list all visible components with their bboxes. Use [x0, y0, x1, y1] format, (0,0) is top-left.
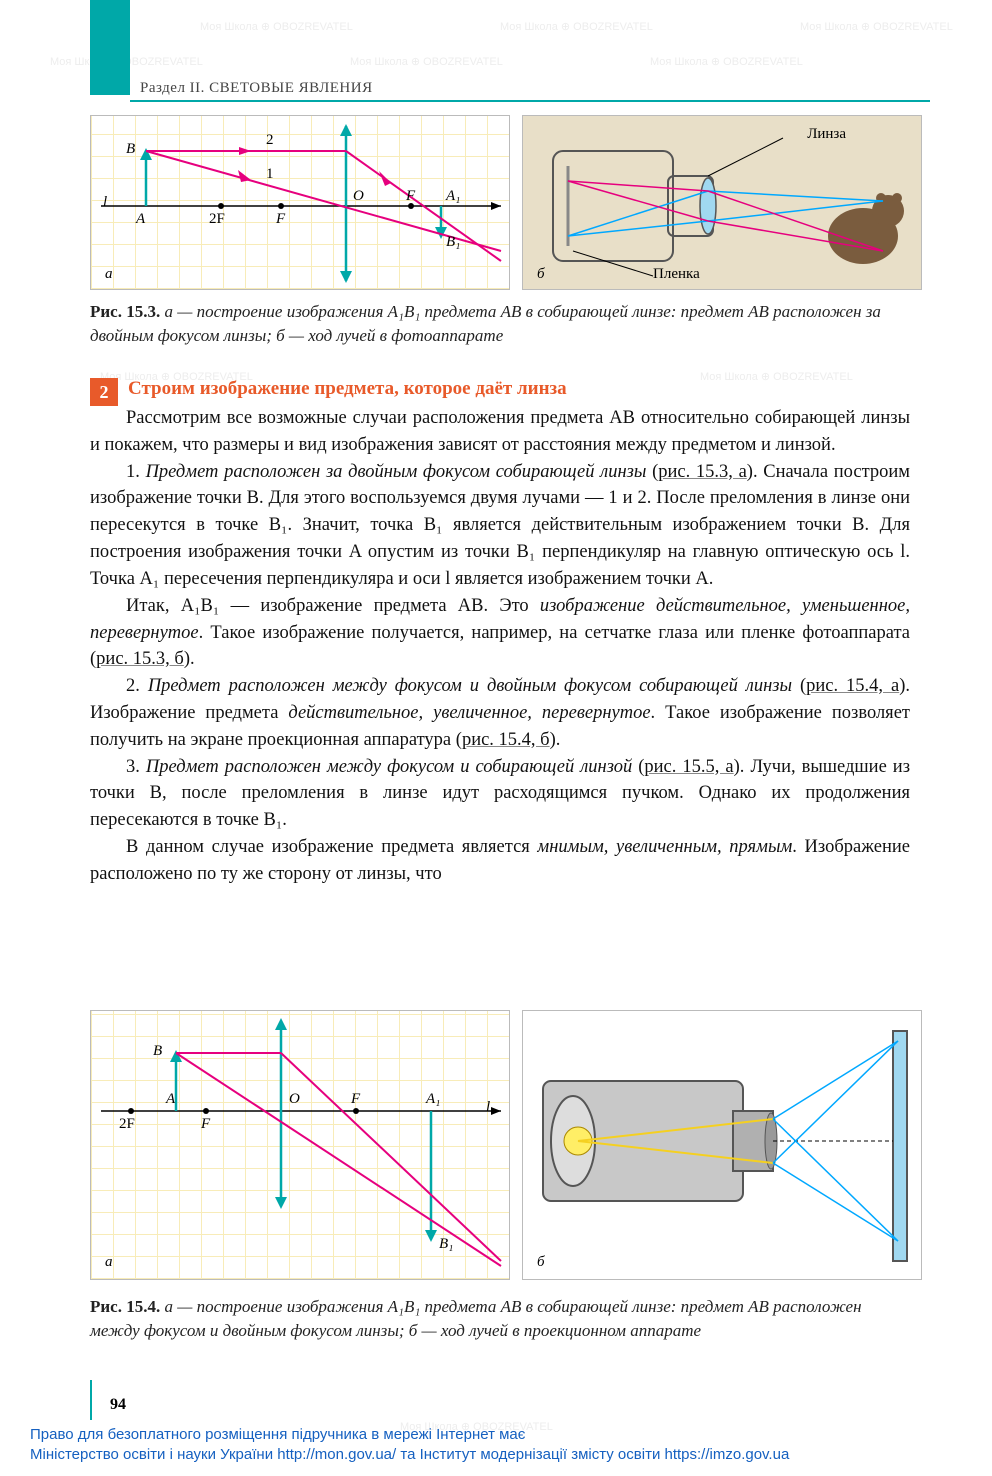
watermark: Моя Школа ⊕ OBOZREVATEL: [350, 55, 503, 68]
fig-15-4-caption: Рис. 15.4. а — построение изображения A₁…: [90, 1295, 910, 1343]
para-result3: В данном случае изображение предмета явл…: [90, 834, 910, 888]
caption-bold: Рис. 15.3.: [90, 302, 160, 321]
body-text: Рассмотрим все возможные случаи располож…: [90, 405, 910, 888]
label-O: O: [289, 1091, 300, 1108]
label-B: B: [126, 141, 135, 158]
label-2F: 2F: [209, 211, 225, 228]
label-a: а: [105, 1254, 113, 1271]
section-title: Строим изображение предмета, которое даё…: [128, 378, 567, 400]
para-case1: 1. Предмет расположен за двойным фокусом…: [90, 459, 910, 593]
footer-line1: Право для безоплатного розміщення підруч…: [30, 1425, 789, 1445]
label-B: B: [153, 1043, 162, 1060]
label-O: O: [353, 188, 364, 205]
label-F: F: [201, 1116, 210, 1133]
watermark: Моя Школа ⊕ OBOZREVATEL: [500, 20, 653, 33]
label-l: l: [486, 1099, 490, 1116]
para-intro: Рассмотрим все возможные случаи располож…: [90, 405, 910, 459]
projector-diagram: [523, 1011, 923, 1281]
camera-diagram: [523, 116, 923, 291]
para-case2: 2. Предмет расположен между фокусом и дв…: [90, 673, 910, 753]
label-l: l: [103, 194, 107, 211]
label-b: б: [537, 1254, 545, 1271]
caption-text: а — построение изображения A₁B₁ предмета…: [90, 302, 881, 345]
figure-15-3: B A l 2F F O F A₁ B₁ 1 2 а: [90, 115, 922, 290]
label-B1: B₁: [439, 1236, 453, 1253]
label-lens: Линза: [807, 126, 846, 143]
watermark: Моя Школа ⊕ OBOZREVATEL: [200, 20, 353, 33]
label-B1: B₁: [446, 234, 460, 251]
watermark: Моя Школа ⊕ OBOZREVATEL: [700, 370, 853, 383]
textbook-page: Моя Школа ⊕ OBOZREVATEL Моя Школа ⊕ OBOZ…: [0, 0, 992, 1476]
watermark: Моя Школа ⊕ OBOZREVATEL: [650, 55, 803, 68]
fig-15-3-a: B A l 2F F O F A₁ B₁ 1 2 а: [90, 115, 510, 290]
section-number-badge: 2: [90, 378, 118, 406]
watermark: Моя Школа ⊕ OBOZREVATEL: [800, 20, 953, 33]
header-rule: [130, 100, 930, 102]
label-1: 1: [266, 166, 274, 183]
caption-bold: Рис. 15.4.: [90, 1297, 160, 1316]
page-num-rule: [90, 1380, 92, 1420]
fig-15-4-b: б: [522, 1010, 922, 1280]
footer-line2: Міністерство освіти і науки України http…: [30, 1445, 789, 1465]
label-2F: 2F: [119, 1116, 135, 1133]
section-header: Раздел II. СВЕТОВЫЕ ЯВЛЕНИЯ: [140, 80, 373, 97]
label-A: A: [136, 211, 145, 228]
label-a: а: [105, 266, 113, 283]
para-case3: 3. Предмет расположен между фокусом и со…: [90, 754, 910, 834]
fig-15-4-a: B A 2F F O F A₁ B₁ l а: [90, 1010, 510, 1280]
label-film: Пленка: [653, 266, 700, 283]
para-result1: Итак, A₁B₁ — изображение предмета AB. Эт…: [90, 593, 910, 673]
label-F2: F: [406, 188, 415, 205]
label-b: б: [537, 266, 545, 283]
fig-15-3-b: Линза Пленка б: [522, 115, 922, 290]
chapter-tab: [90, 0, 130, 95]
label-2: 2: [266, 132, 274, 149]
fig-15-3-caption: Рис. 15.3. а — построение изображения A₁…: [90, 300, 910, 348]
figure-15-4: B A 2F F O F A₁ B₁ l а: [90, 1010, 922, 1280]
page-number: 94: [110, 1396, 126, 1414]
label-A1: A₁: [426, 1091, 440, 1108]
label-F2: F: [351, 1091, 360, 1108]
label-A: A: [166, 1091, 175, 1108]
label-A1: A₁: [446, 188, 460, 205]
footer-copyright: Право для безоплатного розміщення підруч…: [30, 1425, 789, 1464]
label-F: F: [276, 211, 285, 228]
caption-text: а — построение изображения A₁B₁ предмета…: [90, 1297, 862, 1340]
